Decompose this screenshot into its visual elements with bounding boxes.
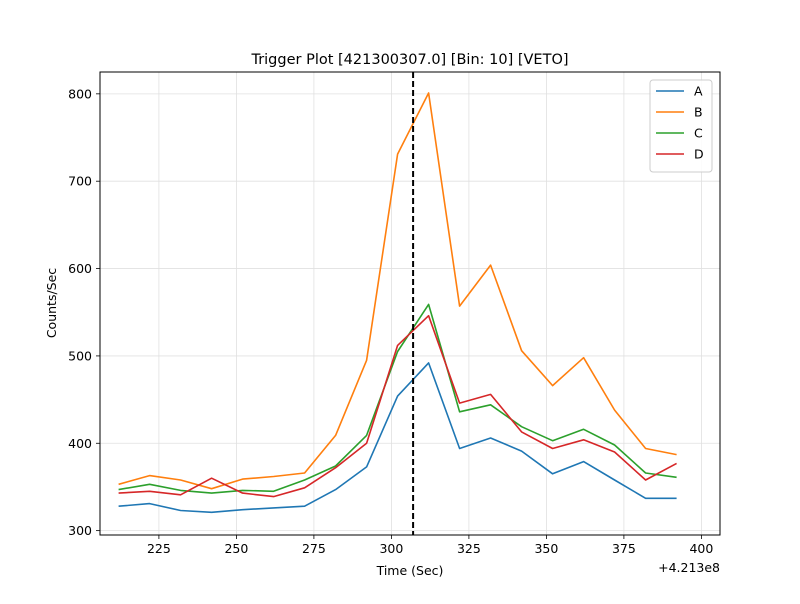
legend-label-a: A [694,84,703,99]
y-tick-label: 800 [68,86,92,101]
x-tick-label: 250 [224,541,248,556]
legend-label-c: C [694,126,703,141]
plot-frame [99,71,721,536]
legend-box [649,79,713,173]
x-tick-label: 300 [379,541,403,556]
y-tick-label: 400 [68,436,92,451]
series-line-c [118,303,677,494]
chart-title: Trigger Plot [421300307.0] [Bin: 10] [VE… [250,52,568,68]
series-line-b [118,92,677,490]
x-tick-label: 375 [612,541,636,556]
y-tick-label: 700 [68,174,92,189]
legend-label-d: D [694,147,704,162]
y-tick-label: 500 [68,348,92,363]
x-tick-label: 325 [457,541,481,556]
y-axis-label: Counts/Sec [44,268,59,338]
y-tick-label: 300 [68,523,92,538]
y-tick-label: 600 [68,261,92,276]
series-line-a [118,362,677,514]
legend-label-b: B [694,105,703,120]
x-tick-label: 225 [147,541,171,556]
x-tick-label: 350 [534,541,558,556]
x-tick-label: 275 [302,541,326,556]
series-lines [118,92,677,514]
axis-ticks: 225 250 275 300 325 350 375 400 300 400 500 600 700 8… [68,86,713,556]
x-axis-label: Time (Sec) [376,563,444,578]
x-tick-label: 400 [689,541,713,556]
series-line-d [118,314,677,498]
x-offset-label: +4.213e8 [658,560,720,575]
